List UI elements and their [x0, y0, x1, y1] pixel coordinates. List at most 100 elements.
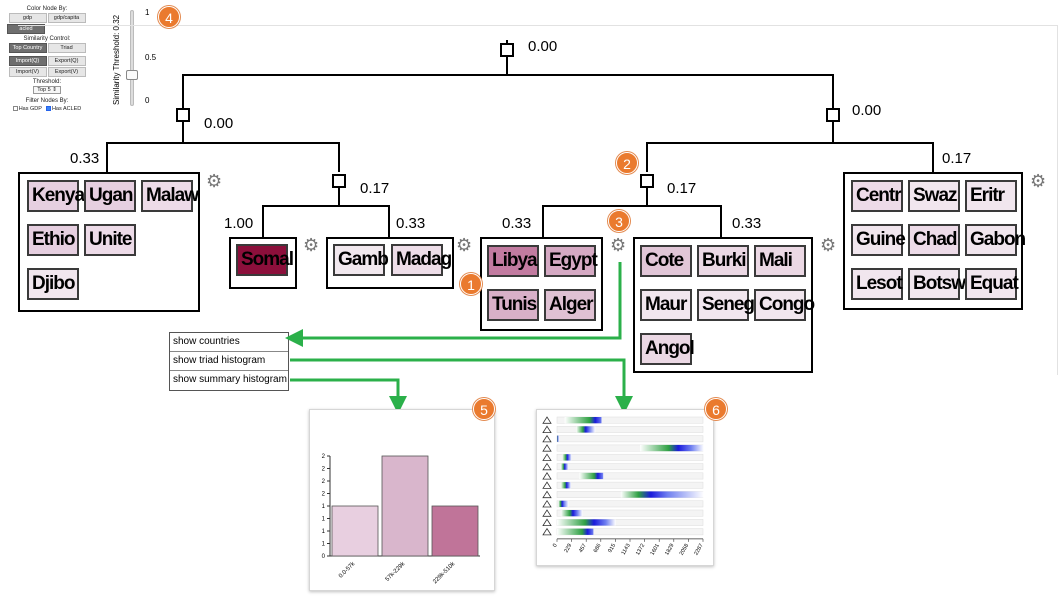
top-country-button[interactable]: Top Country: [8, 43, 47, 53]
gear-icon[interactable]: ⚙: [206, 171, 223, 191]
country-cell-congo[interactable]: Congo: [754, 289, 815, 321]
triad-icon: [542, 499, 552, 508]
cluster-a-value: 0.33: [70, 150, 100, 167]
triad-icon: [542, 444, 552, 452]
bar: [381, 455, 429, 557]
left-node[interactable]: [176, 108, 190, 122]
has-gdp-checkbox[interactable]: [12, 106, 18, 112]
import-v-button[interactable]: Import(V): [8, 67, 47, 77]
country-cell-senegal[interactable]: Seneg: [697, 289, 755, 321]
country-cell-angola[interactable]: Angol: [640, 333, 695, 365]
gear-icon[interactable]: ⚙: [1030, 171, 1047, 191]
country-cell-algeria[interactable]: Alger: [544, 289, 596, 321]
triad-icon: [542, 416, 552, 424]
country-cell-gabon[interactable]: Gabon: [965, 224, 1026, 256]
menu-show-countries[interactable]: show countries: [170, 333, 288, 352]
heat-bar: [558, 500, 569, 507]
country-cell-uganda[interactable]: Ugan: [84, 180, 136, 212]
country-cell-burkina[interactable]: Burki: [697, 245, 749, 277]
color-gdp-capita-button[interactable]: gdp/capita: [47, 13, 86, 23]
export-q-button[interactable]: Export(Q): [47, 56, 86, 66]
country-cell-guinea[interactable]: Guine: [851, 224, 906, 256]
bar-y-tick: 1: [322, 529, 326, 535]
triad-icon: [542, 481, 552, 489]
gear-icon[interactable]: ⚙: [610, 235, 627, 255]
country-cell-egypt[interactable]: Egypt: [544, 245, 598, 277]
summary-histogram-chart: 0 1 1 1 1 2 2 2 2 0.0-57k 57k-229k 229k-510k: [322, 454, 480, 585]
country-cell-kenya[interactable]: Kenya: [27, 180, 85, 212]
similarity-slider-handle[interactable]: [126, 70, 138, 81]
heat-row-track: [556, 453, 704, 461]
country-cell-djibouti[interactable]: Djibo: [27, 268, 79, 300]
filter-nodes-title: Filter Nodes By:: [25, 98, 69, 104]
heat-bar: [560, 463, 569, 470]
bar: [331, 505, 379, 557]
has-gdp-filter[interactable]: Has GDP: [12, 106, 42, 112]
cluster-e-value: 0.33: [732, 215, 762, 232]
country-cell-lesotho[interactable]: Lesot: [851, 268, 903, 300]
country-cell-botswana[interactable]: Botsw: [908, 268, 966, 300]
badge-4: 4: [158, 6, 180, 28]
heat-bar: [562, 454, 572, 461]
country-cell-equatorial[interactable]: Equat: [965, 268, 1019, 300]
heat-x-tick: 915: [607, 543, 617, 554]
cluster-b-value: 1.00: [224, 215, 254, 232]
country-cell-chad[interactable]: Chad: [908, 224, 960, 256]
badge-1: 1: [460, 273, 482, 295]
menu-show-triad-histogram[interactable]: show triad histogram: [170, 352, 288, 371]
gear-icon[interactable]: ⚙: [820, 235, 837, 255]
heat-bar: [557, 519, 616, 526]
triad-button[interactable]: Triad: [47, 43, 86, 53]
triad-icon: [542, 425, 552, 433]
country-cell-tunisia[interactable]: Tunis: [487, 289, 539, 321]
country-cell-united[interactable]: Unite: [84, 224, 136, 256]
triad-histogram-chart: 0 229 457 686 915 1143 1372 1601 1829 2058 2287: [542, 416, 705, 557]
country-cell-malawi[interactable]: Malaw: [141, 180, 199, 212]
cluster-f-value: 0.17: [942, 150, 972, 167]
mid-right-node[interactable]: [640, 174, 654, 188]
country-cell-libya[interactable]: Libya: [487, 245, 539, 277]
has-acled-checkbox[interactable]: [45, 106, 51, 112]
root-node[interactable]: [500, 43, 514, 57]
heat-x-tick: 229: [564, 543, 574, 554]
country-cell-madagascar[interactable]: Madag: [391, 244, 452, 276]
country-cell-cote[interactable]: Cote: [640, 245, 692, 277]
country-cell-swaziland[interactable]: Swaz: [908, 180, 960, 212]
has-gdp-label: Has GDP: [18, 106, 42, 112]
menu-show-summary-histogram[interactable]: show summary histogram: [173, 374, 287, 385]
color-acled-button[interactable]: acled: [7, 24, 45, 34]
color-node-by-title: Color Node By:: [26, 6, 68, 12]
heat-x-tick: 686: [593, 543, 603, 554]
country-cell-ethiopia[interactable]: Ethio: [27, 224, 79, 256]
cluster-context-menu: show countries show triad histogram show…: [169, 332, 289, 391]
heat-row-track: [556, 481, 704, 489]
country-cell-mauritania[interactable]: Maur: [640, 289, 692, 321]
country-cell-gambia[interactable]: Gamb: [333, 244, 389, 276]
heat-row-track: [556, 472, 704, 480]
triad-icon: [542, 509, 552, 517]
bar: [431, 505, 479, 557]
country-cell-eritrea[interactable]: Eritr: [965, 180, 1017, 212]
country-cell-central[interactable]: Centr: [851, 180, 903, 212]
mid-left-node[interactable]: [332, 174, 346, 188]
bar-y-tick: 2: [322, 479, 326, 485]
heat-x-tick: 2287: [693, 543, 704, 557]
bar-y-tick: 2: [322, 467, 326, 473]
root-node-value: 0.00: [528, 38, 558, 55]
color-gdp-button[interactable]: gdp: [8, 13, 47, 23]
country-cell-mali[interactable]: Mali: [754, 245, 806, 277]
heat-x-tick: 1143: [621, 543, 632, 556]
threshold-select[interactable]: Top 5 ⇕: [33, 86, 61, 94]
has-acled-filter[interactable]: Has ACLED: [45, 106, 81, 112]
gear-icon[interactable]: ⚙: [303, 235, 320, 255]
export-v-button[interactable]: Export(V): [47, 67, 86, 77]
mid-left-node-value: 0.17: [360, 180, 390, 197]
similarity-slider-track[interactable]: [130, 10, 134, 106]
bar-y-tick: 1: [322, 517, 326, 523]
import-q-button[interactable]: Import(Q): [8, 56, 47, 66]
country-cell-somalia[interactable]: Somal: [236, 244, 294, 276]
gear-icon[interactable]: ⚙: [456, 235, 473, 255]
right-node[interactable]: [826, 108, 840, 122]
heat-row-track: [556, 416, 704, 424]
similarity-control-title: Similarity Control:: [23, 36, 71, 42]
